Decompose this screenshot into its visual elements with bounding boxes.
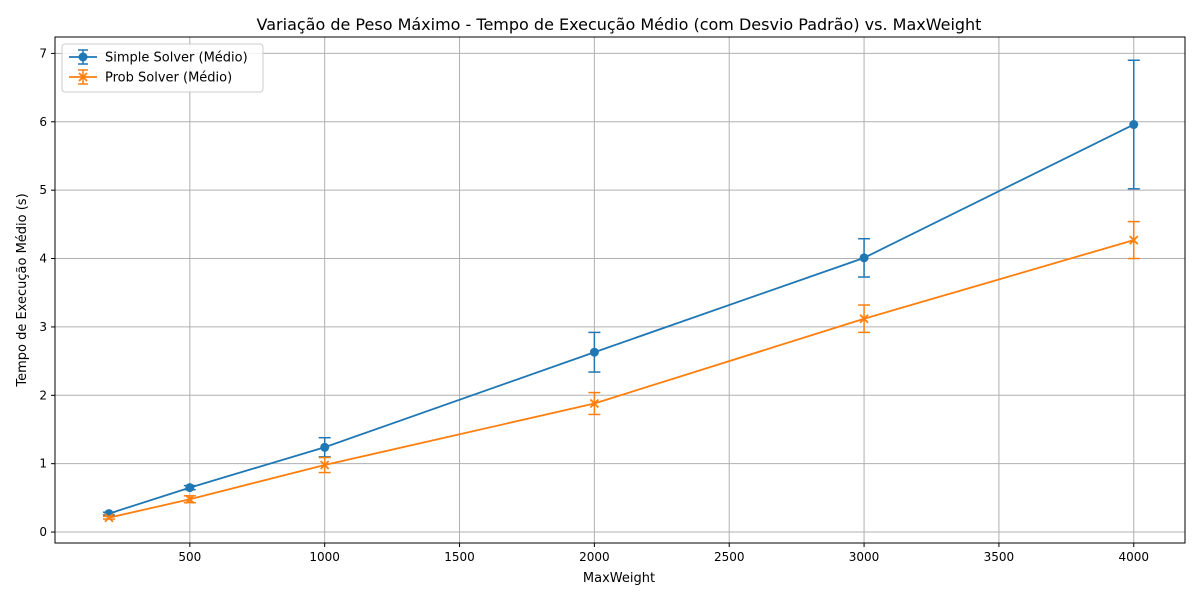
- x-axis-label: MaxWeight: [583, 571, 655, 586]
- x-tick-label: 1500: [444, 550, 475, 564]
- chart-title: Variação de Peso Máximo - Tempo de Execu…: [257, 15, 982, 34]
- marker-stroke: [78, 72, 88, 82]
- data-point: [589, 398, 600, 409]
- marker-stroke: [185, 494, 195, 504]
- legend-label: Simple Solver (Médio): [105, 51, 248, 66]
- x-tick-label: 3500: [984, 550, 1015, 564]
- marker-stroke: [589, 398, 600, 409]
- data-point: [104, 513, 114, 523]
- series-2: [102, 220, 1140, 523]
- y-tick-label: 1: [39, 457, 47, 471]
- series-1: [102, 59, 1140, 519]
- data-point: [589, 347, 599, 357]
- data-point: [320, 442, 330, 452]
- marker-stroke: [1129, 235, 1139, 245]
- legend-entry: Simple Solver (Médio): [69, 49, 248, 66]
- x-tick-label: 4000: [1118, 550, 1149, 564]
- legend-entry: Prob Solver (Médio): [69, 69, 232, 86]
- data-point: [78, 52, 88, 62]
- data-point: [859, 253, 869, 263]
- y-tick-label: 0: [39, 525, 47, 539]
- marker-stroke: [859, 314, 869, 324]
- x-tick-label: 500: [178, 550, 201, 564]
- legend: Simple Solver (Médio) Prob Solver (Médio): [61, 43, 264, 93]
- axis-ticks: 500 1000 1500 2000 2500 3000 3500 4000 0 1 2 3 4 5 6 7: [39, 46, 1149, 564]
- marker-stroke: [104, 513, 114, 523]
- data-point: [78, 72, 88, 82]
- x-tick-label: 2000: [579, 550, 610, 564]
- x-tick-label: 2500: [714, 550, 745, 564]
- series-line: [108, 239, 1135, 519]
- series: [102, 59, 1140, 523]
- data-point: [185, 494, 195, 504]
- x-tick-label: 1000: [309, 550, 340, 564]
- y-tick-label: 4: [39, 252, 47, 266]
- legend-box: [61, 43, 264, 93]
- data-point: [1129, 120, 1139, 130]
- x-tick-label: 3000: [849, 550, 880, 564]
- y-tick-label: 5: [39, 183, 47, 197]
- y-tick-label: 3: [39, 320, 47, 334]
- data-point: [1129, 235, 1139, 245]
- series-line: [108, 123, 1135, 515]
- y-tick-label: 2: [39, 388, 47, 402]
- plot-frame: [54, 36, 1186, 544]
- data-point: [185, 483, 195, 493]
- grid: [55, 37, 1185, 543]
- y-tick-label: 7: [39, 46, 47, 60]
- data-point: [320, 460, 330, 470]
- y-tick-label: 6: [39, 115, 47, 129]
- data-point: [859, 314, 869, 324]
- legend-label: Prob Solver (Médio): [105, 71, 232, 86]
- y-axis-label: Tempo de Execução Médio (s): [15, 193, 30, 387]
- marker-stroke: [320, 460, 330, 470]
